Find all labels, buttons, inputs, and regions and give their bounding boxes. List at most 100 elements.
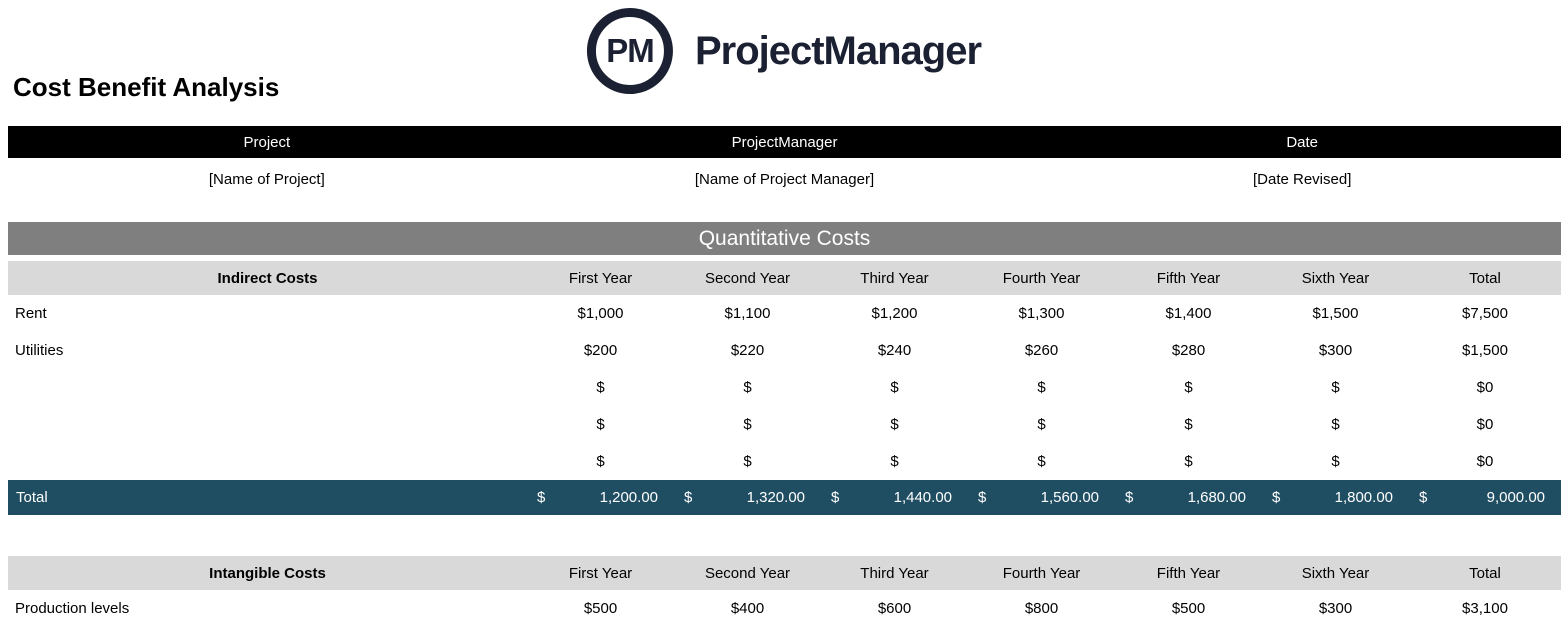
cell[interactable]: $1,000 (577, 305, 624, 322)
cell[interactable]: $ (1331, 379, 1340, 396)
cell-total: $7,500 (1462, 305, 1508, 322)
cell[interactable]: $ (596, 379, 605, 396)
cell[interactable]: $240 (877, 342, 912, 359)
total-cell: $1,440.00 (821, 480, 968, 515)
total-cell: $1,560.00 (968, 480, 1115, 515)
total-cell: $1,320.00 (674, 480, 821, 515)
currency-symbol: $ (1125, 489, 1134, 506)
total-cell: $1,200.00 (527, 480, 674, 515)
currency-symbol: $ (1272, 489, 1281, 506)
col-header-first-year: First Year (568, 269, 633, 287)
pm-logo-initials: PM (606, 32, 654, 69)
cell[interactable]: $ (596, 416, 605, 433)
row-label: Rent (15, 305, 47, 322)
pm-logo-icon: PM (586, 8, 673, 94)
page-header: PM ProjectManager Cost Benefit Analysis (0, 0, 1568, 126)
cell[interactable]: $ (743, 416, 752, 433)
cell[interactable]: $1,400 (1165, 305, 1212, 322)
currency-symbol: $ (684, 489, 693, 506)
col-header-second-year: Second Year (704, 564, 791, 582)
row-label[interactable] (8, 443, 527, 480)
total-cell: $1,800.00 (1262, 480, 1409, 515)
total-amount: 1,560.00 (1040, 489, 1099, 506)
cell[interactable]: $ (1037, 416, 1046, 433)
cell[interactable]: $ (1037, 453, 1046, 470)
cell[interactable]: $300 (1318, 342, 1353, 359)
cell[interactable]: $ (890, 453, 899, 470)
total-row: Total $1,200.00 $1,320.00 $1,440.00 $1,5… (8, 480, 1561, 515)
cell[interactable]: $ (743, 379, 752, 396)
cell[interactable]: $1,100 (724, 305, 771, 322)
cell[interactable]: $ (743, 453, 752, 470)
currency-symbol: $ (537, 489, 546, 506)
col-header-sixth-year: Sixth Year (1301, 564, 1370, 582)
info-header-date: Date (1286, 133, 1319, 151)
cell[interactable]: $ (1184, 416, 1193, 433)
total-amount: 1,320.00 (746, 489, 805, 506)
table-row-production-levels: Production levels $500 $400 $600 $800 $5… (8, 590, 1561, 627)
cell[interactable]: $260 (1024, 342, 1059, 359)
cell-total: $3,100 (1462, 600, 1508, 617)
currency-symbol: $ (831, 489, 840, 506)
col-header-fourth-year: Fourth Year (1002, 564, 1081, 582)
row-label: Utilities (15, 342, 64, 359)
cell[interactable]: $400 (730, 600, 765, 617)
table-row-utilities: Utilities $200 $220 $240 $260 $280 $300 … (8, 332, 1561, 369)
cell[interactable]: $800 (1024, 600, 1059, 617)
row-label: Production levels (15, 600, 130, 617)
cell-total: $0 (1476, 453, 1494, 470)
group-label-indirect-costs: Indirect Costs (217, 269, 318, 287)
row-label[interactable] (8, 406, 527, 443)
project-manager-name-field[interactable]: [Name of Project Manager] (694, 170, 875, 188)
cell[interactable]: $1,200 (871, 305, 918, 322)
cell[interactable]: $280 (1171, 342, 1206, 359)
cell[interactable]: $ (1184, 379, 1193, 396)
total-amount: 1,200.00 (599, 489, 658, 506)
intangible-costs-table: Intangible Costs First Year Second Year … (8, 556, 1561, 627)
info-header-bar: Project ProjectManager Date (8, 126, 1561, 158)
cell-total: $1,500 (1462, 342, 1508, 359)
grand-total-cell: $9,000.00 (1409, 480, 1561, 515)
cell[interactable]: $ (890, 416, 899, 433)
cell[interactable]: $ (596, 453, 605, 470)
project-name-field[interactable]: [Name of Project] (208, 170, 325, 188)
currency-symbol: $ (1419, 489, 1428, 506)
cell[interactable]: $300 (1318, 600, 1353, 617)
total-row-label: Total (16, 489, 48, 506)
col-header-third-year: Third Year (860, 564, 929, 582)
table-row-empty: $ $ $ $ $ $ $0 (8, 406, 1561, 443)
table-row-empty: $ $ $ $ $ $ $0 (8, 369, 1561, 406)
group-label-intangible-costs: Intangible Costs (209, 564, 326, 582)
cell[interactable]: $600 (877, 600, 912, 617)
intangible-costs-header-row: Intangible Costs First Year Second Year … (8, 556, 1561, 590)
brand-name: ProjectManager (694, 28, 982, 73)
cell[interactable]: $220 (730, 342, 765, 359)
cell[interactable]: $200 (583, 342, 618, 359)
cell[interactable]: $ (1331, 453, 1340, 470)
col-header-total: Total (1469, 269, 1501, 287)
cell[interactable]: $1,300 (1018, 305, 1065, 322)
cell[interactable]: $ (1184, 453, 1193, 470)
col-header-fifth-year: Fifth Year (1156, 564, 1221, 582)
table-row-rent: Rent $1,000 $1,100 $1,200 $1,300 $1,400 … (8, 295, 1561, 332)
cell[interactable]: $ (1037, 379, 1046, 396)
col-header-total: Total (1469, 564, 1501, 582)
indirect-costs-table: Indirect Costs First Year Second Year Th… (8, 261, 1561, 515)
cell[interactable]: $ (890, 379, 899, 396)
cell[interactable]: $500 (1171, 600, 1206, 617)
table-row-empty: $ $ $ $ $ $ $0 (8, 443, 1561, 480)
total-amount: 1,680.00 (1187, 489, 1246, 506)
section-title-bar: Quantitative Costs (8, 222, 1561, 255)
cell[interactable]: $1,500 (1312, 305, 1359, 322)
info-header-projectmanager: ProjectManager (731, 133, 838, 151)
col-header-second-year: Second Year (704, 269, 791, 287)
cell[interactable]: $500 (583, 600, 618, 617)
col-header-fourth-year: Fourth Year (1002, 269, 1081, 287)
row-label[interactable] (8, 369, 527, 406)
info-header-project: Project (243, 133, 291, 151)
cell[interactable]: $ (1331, 416, 1340, 433)
total-amount: 1,800.00 (1334, 489, 1393, 506)
date-revised-field[interactable]: [Date Revised] (1252, 170, 1352, 188)
brand-logo: PM ProjectManager (586, 8, 982, 94)
